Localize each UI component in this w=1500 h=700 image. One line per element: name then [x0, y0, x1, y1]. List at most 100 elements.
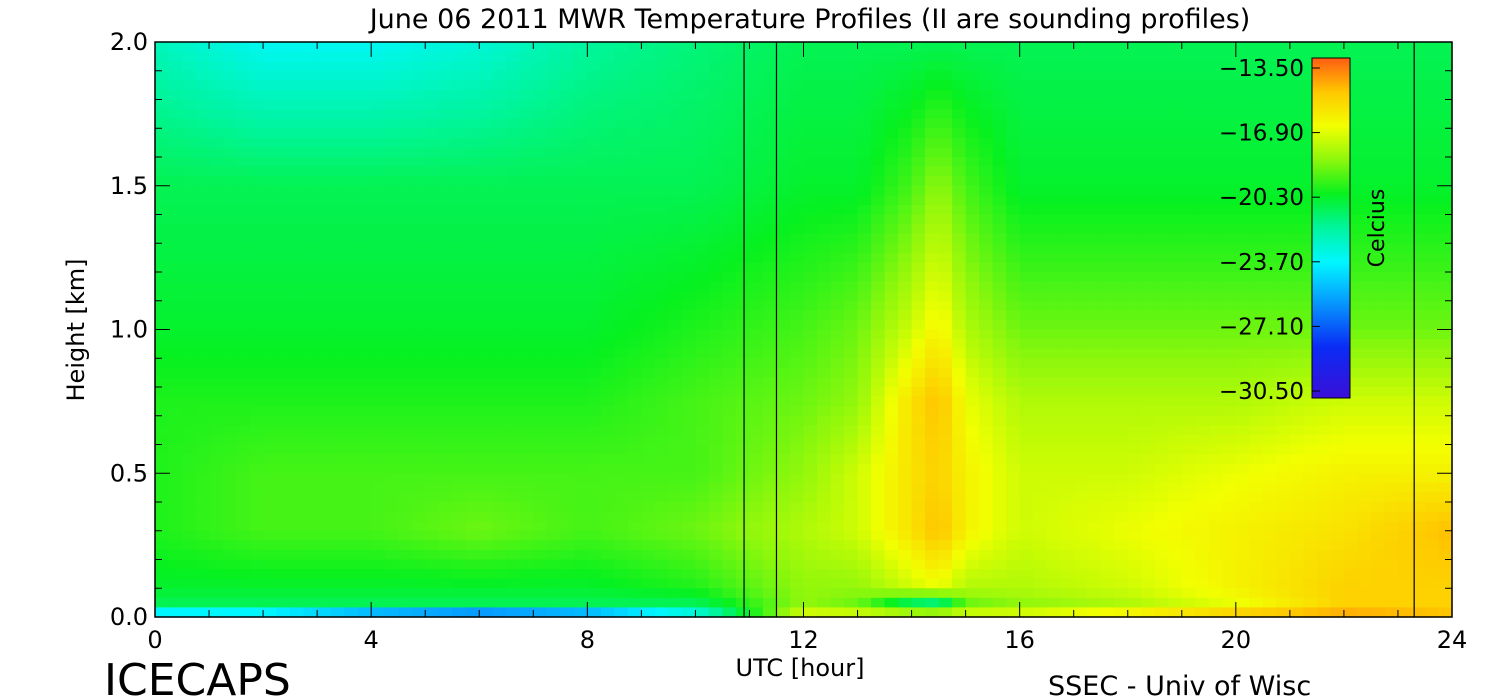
heatmap-cell	[519, 454, 534, 465]
heatmap-cell	[681, 166, 697, 177]
heatmap-cell	[627, 224, 642, 235]
heatmap-cell	[533, 434, 548, 446]
heatmap-cell	[317, 319, 332, 331]
heatmap-cell	[722, 224, 737, 235]
heatmap-cell	[1114, 89, 1129, 101]
heatmap-cell	[1141, 348, 1156, 359]
heatmap-cell	[1046, 492, 1061, 503]
heatmap-cell	[384, 128, 399, 139]
heatmap-cell	[776, 157, 791, 168]
heatmap-cell	[911, 444, 926, 455]
heatmap-cell	[1262, 530, 1277, 541]
heatmap-cell	[668, 89, 683, 101]
heatmap-cell	[1343, 272, 1359, 283]
heatmap-cell	[641, 425, 656, 436]
heatmap-cell	[411, 70, 426, 81]
heatmap-cell	[209, 291, 224, 302]
heatmap-cell	[384, 195, 399, 206]
heatmap-cell	[384, 530, 399, 541]
heatmap-cell	[276, 415, 291, 426]
heatmap-cell	[1046, 70, 1061, 81]
heatmap-cell	[398, 348, 413, 359]
heatmap-cell	[465, 396, 480, 407]
heatmap-cell	[479, 511, 494, 522]
heatmap-cell	[1195, 166, 1210, 177]
heatmap-cell	[1195, 387, 1210, 398]
heatmap-cell	[938, 425, 953, 436]
heatmap-cell	[1276, 281, 1291, 292]
heatmap-cell	[560, 300, 575, 311]
heatmap-cell	[830, 147, 845, 158]
heatmap-cell	[1276, 118, 1291, 129]
heatmap-cell	[236, 396, 251, 407]
heatmap-cell	[1343, 262, 1359, 273]
heatmap-cell	[1114, 195, 1129, 206]
heatmap-cell	[600, 195, 615, 206]
heatmap-cell	[722, 99, 737, 110]
heatmap-cell	[317, 80, 332, 91]
heatmap-cell	[1384, 434, 1399, 446]
heatmap-cell	[371, 204, 386, 216]
heatmap-cell	[1181, 348, 1196, 359]
heatmap-cell	[1208, 291, 1223, 302]
heatmap-cell	[519, 214, 534, 225]
heatmap-cell	[1181, 272, 1196, 283]
heatmap-cell	[168, 61, 183, 72]
heatmap-cell	[1154, 243, 1169, 254]
heatmap-cell	[627, 492, 642, 503]
heatmap-cell	[330, 358, 345, 369]
heatmap-cell	[452, 521, 467, 532]
heatmap-cell	[195, 51, 210, 62]
heatmap-cell	[789, 521, 805, 532]
heatmap-cell	[938, 204, 953, 216]
heatmap-cell	[1276, 310, 1291, 321]
heatmap-cell	[560, 80, 575, 91]
heatmap-cell	[1033, 80, 1048, 91]
heatmap-cell	[249, 511, 264, 522]
heatmap-cell	[614, 482, 629, 494]
heatmap-cell	[1154, 300, 1169, 311]
heatmap-cell	[249, 482, 264, 494]
heatmap-cell	[1154, 176, 1169, 187]
heatmap-cell	[357, 291, 372, 302]
heatmap-cell	[776, 137, 791, 149]
heatmap-cell	[776, 492, 791, 503]
heatmap-cell	[425, 70, 440, 81]
heatmap-cell	[398, 511, 413, 522]
heatmap-cell	[695, 454, 710, 465]
heatmap-cell	[722, 502, 737, 513]
heatmap-cell	[735, 70, 751, 81]
heatmap-cell	[898, 358, 913, 369]
heatmap-cell	[681, 434, 697, 446]
heatmap-cell	[182, 444, 197, 455]
heatmap-cell	[1370, 252, 1386, 264]
heatmap-cell	[438, 80, 453, 91]
heatmap-cell	[371, 339, 386, 350]
heatmap-cell	[614, 396, 629, 407]
heatmap-cell	[506, 89, 521, 101]
heatmap-cell	[465, 243, 480, 254]
heatmap-cell	[911, 262, 926, 273]
heatmap-cell	[1316, 444, 1332, 455]
heatmap-cell	[762, 300, 778, 311]
heatmap-cell	[1073, 291, 1088, 302]
heatmap-cell	[384, 492, 399, 503]
heatmap-cell	[357, 502, 372, 513]
heatmap-cell	[1411, 482, 1426, 494]
heatmap-cell	[668, 502, 683, 513]
heatmap-cell	[533, 387, 548, 398]
heatmap-cell	[236, 233, 251, 244]
heatmap-cell	[614, 281, 629, 292]
heatmap-cell	[1330, 482, 1345, 494]
heatmap-cell	[1276, 204, 1291, 216]
heatmap-cell	[1249, 339, 1264, 350]
heatmap-cell	[789, 511, 805, 522]
heatmap-cell	[276, 185, 291, 196]
heatmap-cell	[425, 61, 440, 72]
heatmap-cell	[789, 176, 805, 187]
heatmap-cell	[1019, 329, 1034, 340]
heatmap-cell	[695, 492, 710, 503]
heatmap-cell	[1262, 252, 1277, 264]
heatmap-cell	[1289, 80, 1304, 91]
heatmap-cell	[1397, 377, 1413, 388]
